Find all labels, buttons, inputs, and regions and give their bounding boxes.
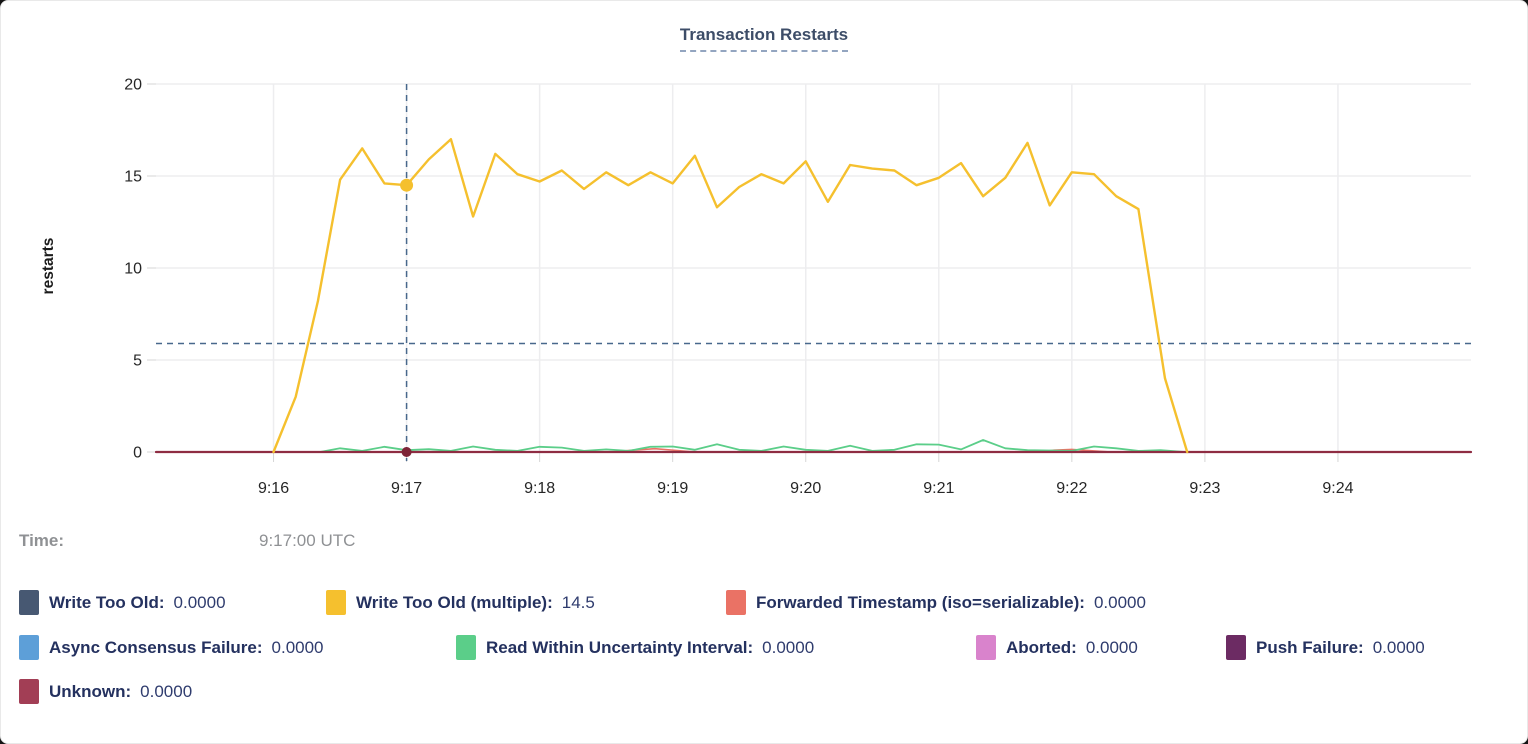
x-tick-label: 9:19: [657, 480, 688, 497]
x-tick-label: 9:24: [1322, 480, 1353, 497]
legend-label: Write Too Old (multiple):: [356, 592, 553, 612]
y-tick-label: 20: [124, 77, 142, 94]
legend-label: Async Consensus Failure:: [49, 637, 263, 657]
y-tick-label: 0: [133, 445, 142, 462]
legend-row-1: Write Too Old: 0.0000 Write Too Old (mul…: [1, 590, 1527, 616]
legend-value: 0.0000: [1372, 637, 1425, 657]
series-line-read-within-uncertainty-interval: [319, 439, 1186, 453]
legend-item-push-failure: Push Failure: 0.0000: [1226, 635, 1425, 660]
legend-item-forwarded-timestamp: Forwarded Timestamp (iso=serializable): …: [726, 590, 1146, 615]
y-tick-label: 10: [124, 261, 142, 278]
read-within-uncertainty-interval-swatch: [456, 635, 476, 660]
time-label: Time:: [19, 531, 65, 550]
x-tick-label: 9:17: [391, 480, 422, 497]
legend-label: Aborted:: [1006, 637, 1077, 657]
legend-label: Unknown:: [49, 681, 132, 701]
legend-item-write-too-old: Write Too Old: 0.0000: [19, 590, 226, 615]
push-failure-swatch: [1226, 635, 1246, 660]
legend-label: Push Failure:: [1256, 637, 1364, 657]
legend-row-2: Async Consensus Failure: 0.0000 Read Wit…: [1, 635, 1527, 661]
legend-value: 0.0000: [1085, 637, 1138, 657]
legend-item-read-within-uncertainty-interval: Read Within Uncertainty Interval: 0.0000: [456, 635, 814, 660]
legend-item-async-consensus-failure: Async Consensus Failure: 0.0000: [19, 635, 324, 660]
write-too-old-swatch: [19, 590, 39, 615]
legend-value: 0.0000: [762, 637, 815, 657]
legend-label: Write Too Old:: [49, 592, 165, 612]
y-tick-label: 5: [133, 353, 142, 370]
x-tick-label: 9:20: [790, 480, 821, 497]
x-tick-label: 9:18: [524, 480, 555, 497]
x-tick-label: 9:22: [1056, 480, 1087, 497]
x-tick-label: 9:23: [1189, 480, 1220, 497]
legend-item-unknown: Unknown: 0.0000: [19, 679, 192, 704]
legend-row-3: Unknown: 0.0000: [1, 679, 1527, 705]
forwarded-timestamp-swatch: [726, 590, 746, 615]
x-tick-label: 9:16: [258, 480, 289, 497]
y-tick-label: 15: [124, 169, 142, 186]
transaction-restarts-chart[interactable]: 0 5 10 15 20 9:16 9:17 9:18 9:19 9:20 9:21 9:22 9:23…: [1, 1, 1528, 516]
legend-value: 0.0000: [140, 681, 193, 701]
legend-label: Read Within Uncertainty Interval:: [486, 637, 754, 657]
unknown-swatch: [19, 679, 39, 704]
hover-dot-unknown: [401, 447, 412, 457]
series-line-write-too-old-multiple: [272, 137, 1189, 454]
legend-value: 14.5: [561, 592, 595, 612]
chart-title[interactable]: Transaction Restarts: [679, 25, 849, 52]
legend-value: 0.0000: [173, 592, 226, 612]
hover-time-row: Time: 9:17:00 UTC: [1, 531, 1527, 555]
legend-item-write-too-old-multiple: Write Too Old (multiple): 14.5: [326, 590, 595, 615]
legend-value: 0.0000: [271, 637, 324, 657]
hover-dot-write-too-old-multiple: [400, 178, 414, 192]
legend-value: 0.0000: [1093, 592, 1146, 612]
chart-title-wrap: Transaction Restarts: [1, 25, 1527, 52]
write-too-old-multiple-swatch: [326, 590, 346, 615]
legend-item-aborted: Aborted: 0.0000: [976, 635, 1138, 660]
aborted-swatch: [976, 635, 996, 660]
legend-label: Forwarded Timestamp (iso=serializable):: [756, 592, 1085, 612]
async-consensus-failure-swatch: [19, 635, 39, 660]
time-value: 9:17:00 UTC: [259, 531, 356, 550]
x-tick-label: 9:21: [923, 480, 954, 497]
